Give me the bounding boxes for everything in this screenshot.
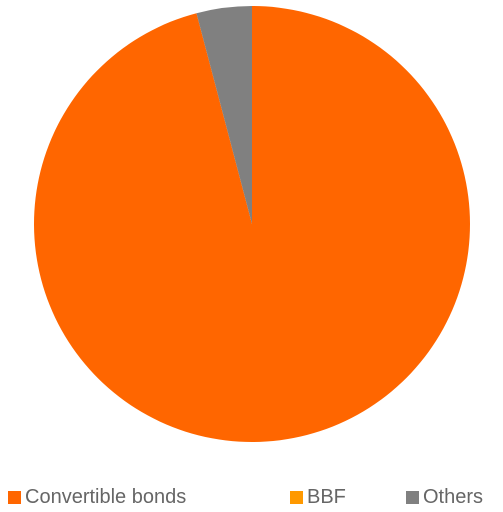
legend-label-convertible-bonds: Convertible bonds [25,486,187,508]
legend-item-bbf: BBF [290,486,346,508]
pie-slice-convertible-bonds [33,6,470,442]
legend-swatch-bbf [290,490,303,504]
pie-slice-others [196,6,252,224]
legend: Convertible bonds BBF Others [8,486,503,508]
legend-label-others: Others [423,486,484,508]
legend-label-bbf: BBF [307,486,346,508]
legend-swatch-others [406,490,419,504]
legend-item-others: Others [406,486,483,508]
legend-swatch-convertible-bonds [8,490,21,504]
pie-plot-area [33,6,470,442]
legend-item-convertible-bonds: Convertible bonds [8,486,186,508]
